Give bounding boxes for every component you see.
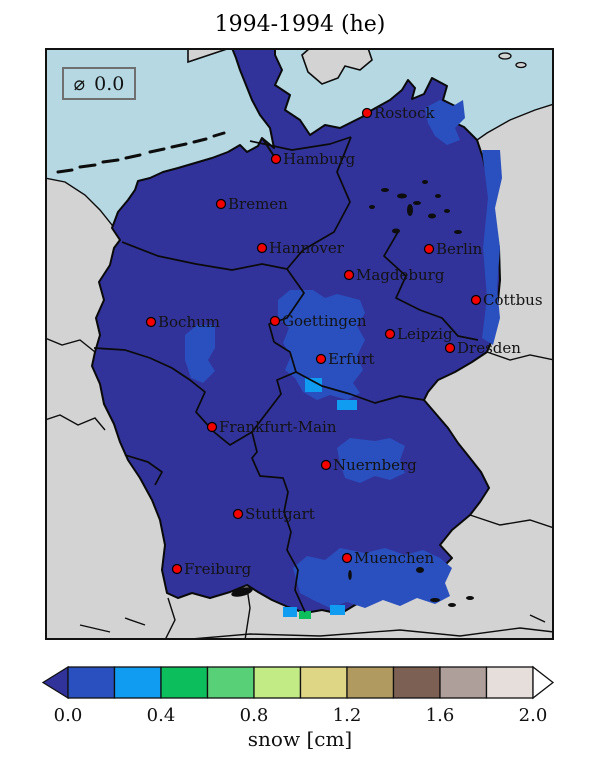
colorbar-tick-label: 2.0: [519, 705, 548, 726]
city-label: Bochum: [158, 313, 220, 331]
city-label: Erfurt: [328, 350, 375, 368]
city-label: Dresden: [457, 339, 521, 357]
city-dot: [256, 242, 268, 254]
colorbar: 0.0 0.4 0.8 1.2 1.6 2.0: [41, 665, 555, 726]
city-label: Hamburg: [283, 150, 356, 168]
city-dot: [206, 421, 218, 433]
colorbar-tick-label: 1.6: [426, 705, 455, 726]
colorbar-segment: [253, 666, 302, 699]
colorbar-over-arrow: [532, 665, 555, 700]
colorbar-segment: [485, 666, 534, 699]
colorbar-tick-label: 1.2: [333, 705, 362, 726]
colorbar-segment: [392, 666, 441, 699]
map-frame: [45, 48, 554, 640]
snow-patches-low: [185, 100, 502, 608]
denmark-island: [301, 48, 373, 85]
colorbar-tick-label: 0.8: [240, 705, 269, 726]
colorbar-tick-label: 0.0: [54, 705, 83, 726]
colorbar-tick-label: 0.4: [147, 705, 176, 726]
city-dot: [341, 552, 353, 564]
city-label: Freiburg: [184, 560, 252, 578]
city-markers: Rostock Hamburg Bremen Hannover Berlin Magdeb…: [145, 104, 543, 578]
snow-patch-high: [299, 611, 311, 619]
colorbar-ticks: 0.0 0.4 0.8 1.2 1.6 2.0: [54, 705, 548, 726]
city-label: Nuernberg: [333, 456, 417, 474]
city-dot: [215, 198, 227, 210]
city-label: Muenchen: [354, 549, 434, 567]
colorbar-segment: [299, 666, 348, 699]
city-dot: [444, 342, 456, 354]
colorbar-segments: [41, 665, 555, 700]
city-dot: [423, 243, 435, 255]
city-dot: [232, 508, 244, 520]
city-dot: [384, 328, 396, 340]
state-borders: [93, 136, 479, 613]
city-label: Cottbus: [483, 291, 543, 309]
colorbar-under-arrow: [41, 665, 69, 700]
mean-value: 0.0: [94, 72, 125, 95]
city-dot: [470, 294, 482, 306]
colorbar-segment: [67, 666, 116, 699]
city-label: Bremen: [228, 195, 288, 213]
city-label: Rostock: [374, 104, 435, 122]
city-label: Goettingen: [282, 312, 367, 330]
islet: [515, 61, 527, 69]
plot-title: 1994-1994 (he): [214, 12, 386, 37]
city-dot: [269, 315, 281, 327]
mean-symbol: ⌀: [73, 72, 86, 95]
germany-map: Rostock Hamburg Bremen Hannover Berlin Magdeb…: [45, 48, 554, 640]
city-dot: [320, 459, 332, 471]
mean-badge: ⌀ 0.0: [62, 67, 136, 100]
city-label: Berlin: [436, 240, 483, 258]
city-dot: [361, 107, 373, 119]
city-dot: [145, 316, 157, 328]
city-dot: [171, 563, 183, 575]
foreign-borders: [45, 337, 554, 640]
frisian-islands: [56, 131, 226, 174]
colorbar-segment: [113, 666, 162, 699]
city-label: Frankfurt-Main: [219, 418, 337, 436]
city-label: Hannover: [269, 239, 345, 257]
city-label: Leipzig: [397, 325, 453, 343]
colorbar-segment: [346, 666, 395, 699]
islet: [498, 52, 512, 60]
city-dot: [343, 269, 355, 281]
colorbar-segment: [439, 666, 488, 699]
denmark-mainland: [187, 48, 231, 64]
city-label: Stuttgart: [245, 505, 315, 523]
colorbar-title: snow [cm]: [247, 727, 353, 751]
colorbar-segment: [206, 666, 255, 699]
city-dot: [270, 153, 282, 165]
city-label: Magdeburg: [356, 266, 445, 284]
snow-patches-mid: [283, 378, 357, 617]
colorbar-segment: [160, 666, 209, 699]
city-dot: [315, 353, 327, 365]
